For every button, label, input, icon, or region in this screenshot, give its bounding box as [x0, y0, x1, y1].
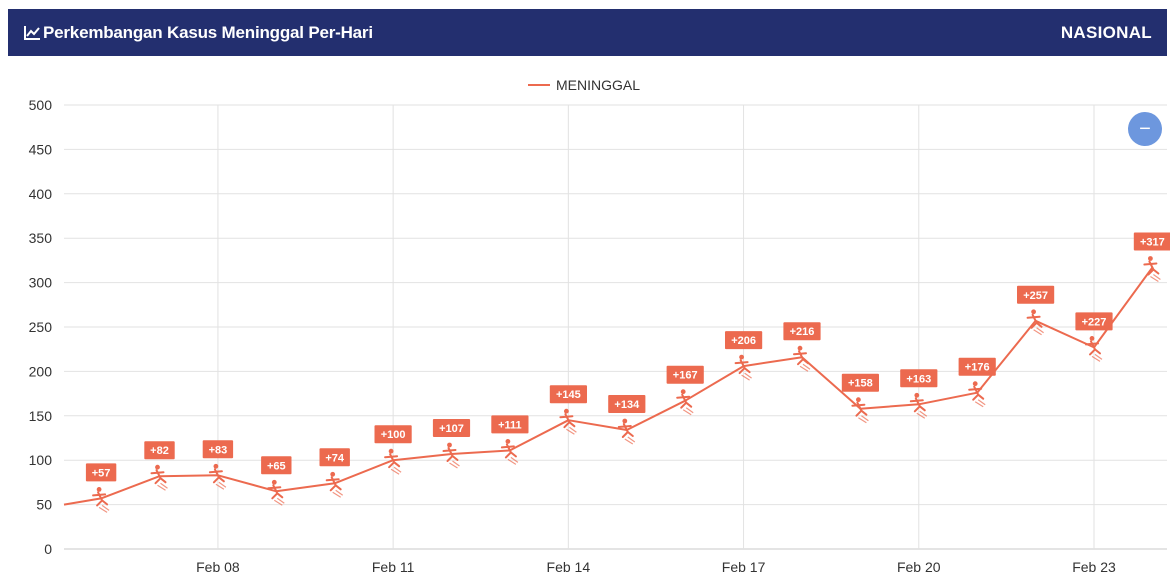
- y-tick-label: 400: [29, 186, 53, 202]
- data-label: +257: [1023, 290, 1048, 302]
- data-label: +145: [556, 389, 581, 401]
- data-label: +100: [381, 429, 406, 441]
- person-fallen-icon[interactable]: [1026, 309, 1044, 336]
- person-fallen-icon[interactable]: [1085, 336, 1103, 362]
- data-label: +206: [731, 335, 756, 347]
- person-fallen-icon[interactable]: [384, 448, 402, 475]
- x-tick-label: Feb 14: [547, 559, 591, 575]
- series-meninggal: [63, 256, 1161, 513]
- person-fallen-icon[interactable]: [150, 464, 168, 491]
- data-label: +134: [614, 399, 640, 411]
- person-fallen-icon[interactable]: [676, 389, 694, 416]
- data-label-box: [549, 385, 587, 404]
- chart-area: 0 50 100 150 200 250 300 350 400 450 500 Feb 08 Feb…: [0, 60, 1170, 583]
- scope-label: NASIONAL: [1060, 22, 1152, 42]
- y-tick-label: 300: [29, 275, 53, 291]
- chart-line-icon: [24, 25, 40, 40]
- person-fallen-icon[interactable]: [909, 392, 928, 419]
- data-label: +74: [325, 452, 345, 464]
- data-label: +163: [906, 373, 931, 385]
- person-fallen-icon[interactable]: [500, 439, 519, 465]
- data-label-box: [1133, 232, 1170, 251]
- data-label-box: [783, 322, 821, 341]
- y-tick-label: 150: [29, 408, 53, 424]
- person-fallen-icon[interactable]: [442, 442, 460, 469]
- data-labels: +57 +82 +83 +65 +74 +100 +107 +111 +145 +134 +167 +…: [85, 232, 1170, 482]
- header-title-group: Perkembangan Kasus Meninggal Per-Hari: [23, 9, 373, 56]
- grid-lines: [64, 104, 1167, 550]
- series-line: [63, 266, 1154, 506]
- data-label: +57: [92, 467, 111, 479]
- chart-header: Perkembangan Kasus Meninggal Per-Hari NA…: [8, 9, 1167, 56]
- data-label-box: [900, 369, 938, 388]
- person-fallen-icon[interactable]: [325, 471, 344, 498]
- data-label: +216: [790, 326, 815, 338]
- data-label-box: [1075, 312, 1113, 331]
- data-label: +227: [1082, 316, 1107, 328]
- person-fallen-icon[interactable]: [793, 345, 811, 372]
- data-label-box: [958, 357, 996, 376]
- x-axis: Feb 08 Feb 11 Feb 14 Feb 17 Feb 20 Feb 23: [196, 559, 1116, 575]
- person-fallen-icon[interactable]: [267, 479, 285, 506]
- y-tick-label: 250: [29, 319, 53, 335]
- y-tick-label: 200: [29, 363, 53, 379]
- data-label: +65: [267, 460, 286, 472]
- data-label: +176: [965, 362, 990, 374]
- data-label: +317: [1140, 237, 1165, 249]
- y-tick-label: 100: [29, 452, 53, 468]
- data-label-box: [144, 441, 175, 460]
- y-tick-label: 500: [29, 97, 53, 113]
- page-title: Perkembangan Kasus Meninggal Per-Hari: [43, 22, 373, 42]
- data-label: +167: [673, 370, 698, 382]
- y-tick-label: 450: [29, 141, 53, 157]
- data-label-box: [666, 365, 704, 384]
- person-fallen-icon[interactable]: [92, 487, 110, 513]
- person-fallen-icon[interactable]: [1143, 256, 1161, 283]
- data-label: +83: [209, 444, 228, 456]
- y-axis: 0 50 100 150 200 250 300 350 400 450 500: [29, 97, 53, 557]
- person-fallen-icon[interactable]: [851, 397, 869, 424]
- data-label: +111: [498, 419, 522, 431]
- data-label-box: [432, 419, 471, 437]
- x-tick-label: Feb 20: [897, 559, 941, 575]
- x-tick-label: Feb 23: [1072, 559, 1116, 575]
- legend[interactable]: MENINGGAL: [528, 77, 640, 93]
- data-label-box: [319, 448, 350, 467]
- data-label-box: [841, 373, 879, 392]
- data-label-box: [85, 463, 117, 482]
- data-label: +158: [848, 378, 873, 390]
- data-label: +107: [439, 423, 464, 435]
- zoom-out-button[interactable]: −: [1128, 112, 1162, 146]
- data-label-box: [202, 440, 234, 459]
- y-tick-label: 50: [36, 497, 52, 513]
- data-label-box: [725, 331, 763, 350]
- x-tick-label: Feb 11: [372, 559, 415, 575]
- legend-label-meninggal[interactable]: MENINGGAL: [556, 77, 640, 93]
- y-tick-label: 350: [29, 230, 53, 246]
- data-label-box: [1017, 285, 1055, 304]
- x-tick-label: Feb 17: [722, 559, 766, 575]
- person-fallen-icon[interactable]: [734, 354, 752, 381]
- person-fallen-icon[interactable]: [208, 463, 227, 490]
- data-label-box: [608, 395, 646, 413]
- person-fallen-icon[interactable]: [617, 418, 636, 445]
- data-label-box: [374, 425, 412, 444]
- x-tick-label: Feb 08: [196, 559, 240, 575]
- person-fallen-icon[interactable]: [968, 381, 986, 408]
- data-label-box: [261, 456, 292, 475]
- person-fallen-icon[interactable]: [559, 408, 577, 435]
- data-label: +82: [150, 445, 169, 457]
- data-label-box: [491, 415, 529, 434]
- y-tick-label: 0: [44, 541, 52, 557]
